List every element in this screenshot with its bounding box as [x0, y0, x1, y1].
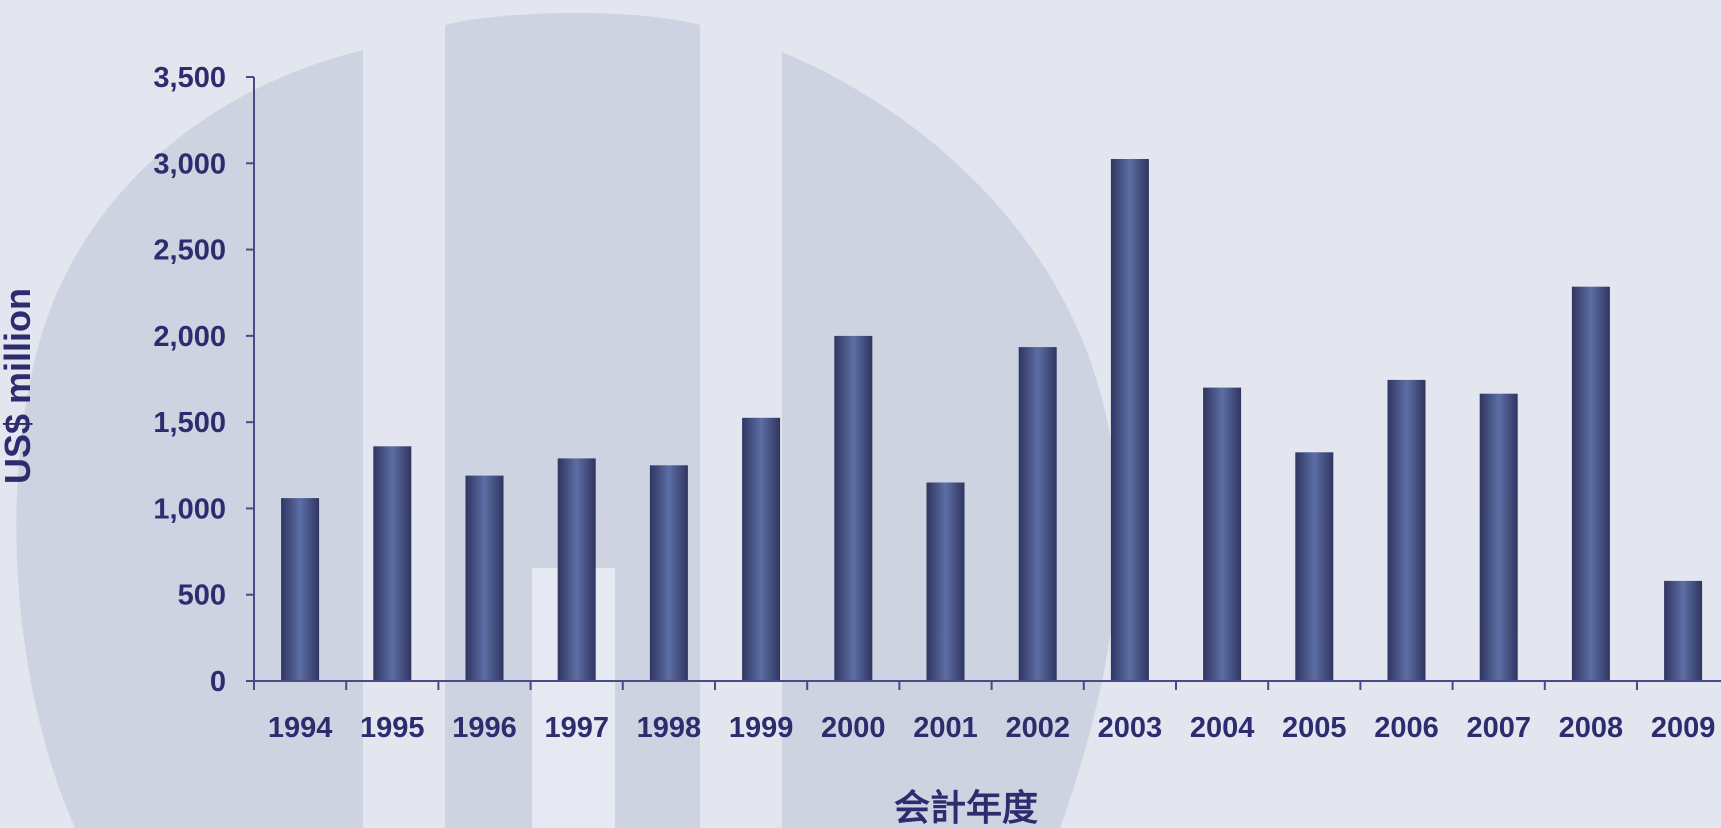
x-tick-label: 2009 — [1651, 712, 1716, 744]
bar-2007 — [1479, 393, 1518, 681]
x-tick-label: 2004 — [1190, 712, 1255, 744]
y-axis-title: US$ million — [0, 288, 38, 484]
bar-2004 — [1203, 387, 1242, 681]
y-tick-label: 3,000 — [153, 148, 226, 180]
bar-2003 — [1110, 159, 1149, 681]
bar-2005 — [1295, 452, 1334, 681]
x-axis-title: 会計年度 — [894, 787, 1038, 828]
x-tick-label: 2001 — [913, 712, 978, 744]
bar-1998 — [649, 465, 688, 681]
bar-2002 — [1018, 347, 1057, 681]
x-tick-label: 1994 — [268, 712, 333, 744]
x-tick-label: 1999 — [729, 712, 794, 744]
bars — [281, 159, 1703, 681]
bar-1995 — [373, 446, 412, 681]
x-tick-label: 1995 — [360, 712, 425, 744]
x-tick-label: 1997 — [544, 712, 609, 744]
x-axis: 1994 1995 1996 1997 1998 1999 2000 2001 2002 2003… — [253, 680, 1721, 744]
bar-2008 — [1571, 286, 1610, 681]
y-tick-label: 3,500 — [153, 62, 226, 94]
x-tick-label: 1998 — [637, 712, 702, 744]
bar-1997 — [557, 458, 596, 681]
y-tick-label: 1,500 — [153, 407, 226, 439]
x-tick-label: 2002 — [1005, 712, 1070, 744]
y-axis: 0 500 1,000 1,500 2,000 2,500 3,000 3,500 — [153, 62, 255, 698]
x-tick-label: 2007 — [1466, 712, 1531, 744]
bar-2009 — [1664, 580, 1703, 681]
y-tick-label: 500 — [178, 580, 226, 612]
watermark-arc — [16, 50, 364, 828]
x-tick-label: 2000 — [821, 712, 886, 744]
x-tick-label: 2008 — [1559, 712, 1624, 744]
x-tick-label: 2003 — [1098, 712, 1163, 744]
x-tick-label: 2005 — [1282, 712, 1347, 744]
bar-2001 — [926, 482, 965, 681]
y-tick-label: 2,000 — [153, 321, 226, 353]
bar-2000 — [834, 335, 873, 681]
watermark-arc — [445, 12, 700, 828]
bar-1994 — [281, 498, 320, 681]
x-tick-label: 2006 — [1374, 712, 1439, 744]
bar-1996 — [465, 475, 504, 681]
y-tick-label: 0 — [210, 666, 226, 698]
bar-1999 — [742, 417, 781, 681]
y-tick-label: 1,000 — [153, 493, 226, 525]
x-tick-label: 1996 — [452, 712, 517, 744]
y-tick-label: 2,500 — [153, 235, 226, 267]
bar-2006 — [1387, 379, 1426, 681]
